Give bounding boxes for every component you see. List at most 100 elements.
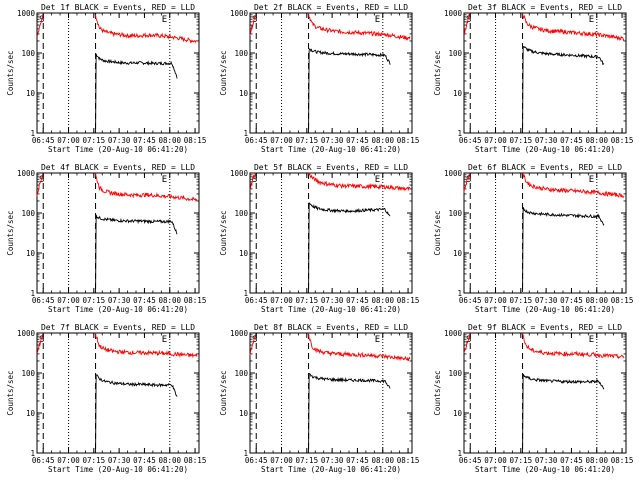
series-lld-line [249,13,257,36]
y-tick-label: 100 [448,369,462,378]
x-tick-label: 07:45 [346,136,369,145]
x-tick-label: 08:00 [371,296,394,305]
end-marker: E [589,175,594,185]
panel-4: Det 4f BLACK = Events, RED = LLD 1 10 100 10… [6,163,206,314]
panel-6: Det 6f BLACK = Events, RED = LLD 1 10 100 10… [433,163,633,314]
y-tick-label: 100 [448,209,462,218]
x-axis-label: Start Time (20-Aug-10 06:41:20) [261,305,401,314]
x-tick-label: 06:45 [32,296,55,305]
x-tick-label: 06:45 [245,296,268,305]
panel-5: Det 5f BLACK = Events, RED = LLD 1 10 100 10… [219,163,419,314]
y-tick-label: 1 [457,129,462,138]
x-tick-label: 08:15 [611,136,634,145]
start-marker: S [466,175,471,185]
x-tick-label: 08:15 [397,296,420,305]
x-tick-label: 07:30 [535,456,558,465]
series-events-line [522,373,605,454]
y-tick-label: 100 [234,49,248,58]
series-lld-line [36,332,44,354]
y-tick-label: 1 [457,449,462,458]
x-tick-label: 07:15 [296,456,319,465]
x-tick-label: 07:45 [560,456,583,465]
plot-frame [249,172,413,294]
end-marker: E [375,15,380,25]
x-tick-label: 08:00 [585,136,608,145]
y-tick-label: 1 [243,289,248,298]
start-marker: S [252,335,257,345]
y-tick-label: 1 [243,129,248,138]
x-tick-label: 07:00 [484,136,507,145]
series-lld-line [36,173,44,196]
plot-frame [249,332,413,454]
x-tick-label: 07:15 [510,456,533,465]
x-tick-label: 07:30 [108,456,131,465]
series-events-line [308,373,391,454]
x-tick-label: 08:15 [397,456,420,465]
x-tick-label: 07:00 [484,456,507,465]
x-tick-label: 07:00 [57,456,80,465]
end-marker: E [162,15,167,25]
y-axis-label: Counts/sec [6,210,15,255]
x-tick-label: 08:15 [397,136,420,145]
x-tick-label: 07:30 [108,296,131,305]
x-tick-label: 07:30 [321,456,344,465]
series-events-line [95,53,178,134]
y-tick-label: 10 [453,89,463,98]
x-axis-label: Start Time (20-Aug-10 06:41:20) [48,465,188,474]
y-tick-label: 1000 [230,329,249,338]
panel-1: Det 1f BLACK = Events, RED = LLD 1 10 100 10… [6,3,206,154]
y-axis-label: Counts/sec [6,50,15,95]
start-marker: S [252,15,257,25]
panel-9: Det 9f BLACK = Events, RED = LLD 1 10 100 10… [433,323,633,474]
y-tick-label: 1000 [230,9,249,18]
plot-frame [249,12,413,134]
x-tick-label: 08:15 [184,456,207,465]
y-axis-label: Counts/sec [433,210,442,255]
x-tick-label: 06:45 [459,456,482,465]
y-axis-label: Counts/sec [433,50,442,95]
panel-2: Det 2f BLACK = Events, RED = LLD 1 10 100 10… [219,3,419,154]
y-tick-label: 10 [453,249,463,258]
y-tick-label: 100 [234,369,248,378]
x-tick-label: 06:45 [459,136,482,145]
x-tick-label: 08:15 [184,136,207,145]
end-marker: E [162,335,167,345]
end-marker: E [162,175,167,185]
y-tick-label: 1 [243,449,248,458]
y-tick-label: 10 [26,249,36,258]
series-lld-line [522,332,625,360]
y-tick-label: 1000 [444,9,463,18]
panel-title: Det 1f BLACK = Events, RED = LLD [41,3,195,12]
x-tick-label: 06:45 [32,456,55,465]
x-tick-label: 07:15 [296,136,319,145]
x-tick-label: 07:00 [57,136,80,145]
x-tick-label: 07:45 [133,136,156,145]
x-tick-label: 08:00 [371,136,394,145]
x-tick-label: 07:15 [83,296,106,305]
series-lld-line [463,12,471,35]
panel-title: Det 5f BLACK = Events, RED = LLD [254,163,408,172]
x-tick-label: 07:15 [510,136,533,145]
x-tick-label: 07:15 [83,136,106,145]
y-axis-label: Counts/sec [219,50,228,95]
x-tick-label: 07:00 [57,296,80,305]
panel-title: Det 9f BLACK = Events, RED = LLD [468,323,622,332]
y-axis-label: Counts/sec [219,210,228,255]
y-tick-label: 1 [30,129,35,138]
y-tick-label: 1 [30,289,35,298]
panel-title: Det 8f BLACK = Events, RED = LLD [254,323,408,332]
x-tick-label: 07:00 [270,456,293,465]
start-marker: S [39,175,44,185]
series-events-line [308,202,391,294]
y-tick-label: 1 [457,289,462,298]
start-marker: S [252,175,257,185]
series-lld-line [308,172,411,192]
y-axis-label: Counts/sec [433,370,442,415]
x-tick-label: 07:30 [321,296,344,305]
y-tick-label: 1 [30,449,35,458]
x-tick-label: 06:45 [245,456,268,465]
y-tick-label: 10 [239,249,249,258]
panel-title: Det 3f BLACK = Events, RED = LLD [468,3,622,12]
y-tick-label: 10 [26,89,36,98]
